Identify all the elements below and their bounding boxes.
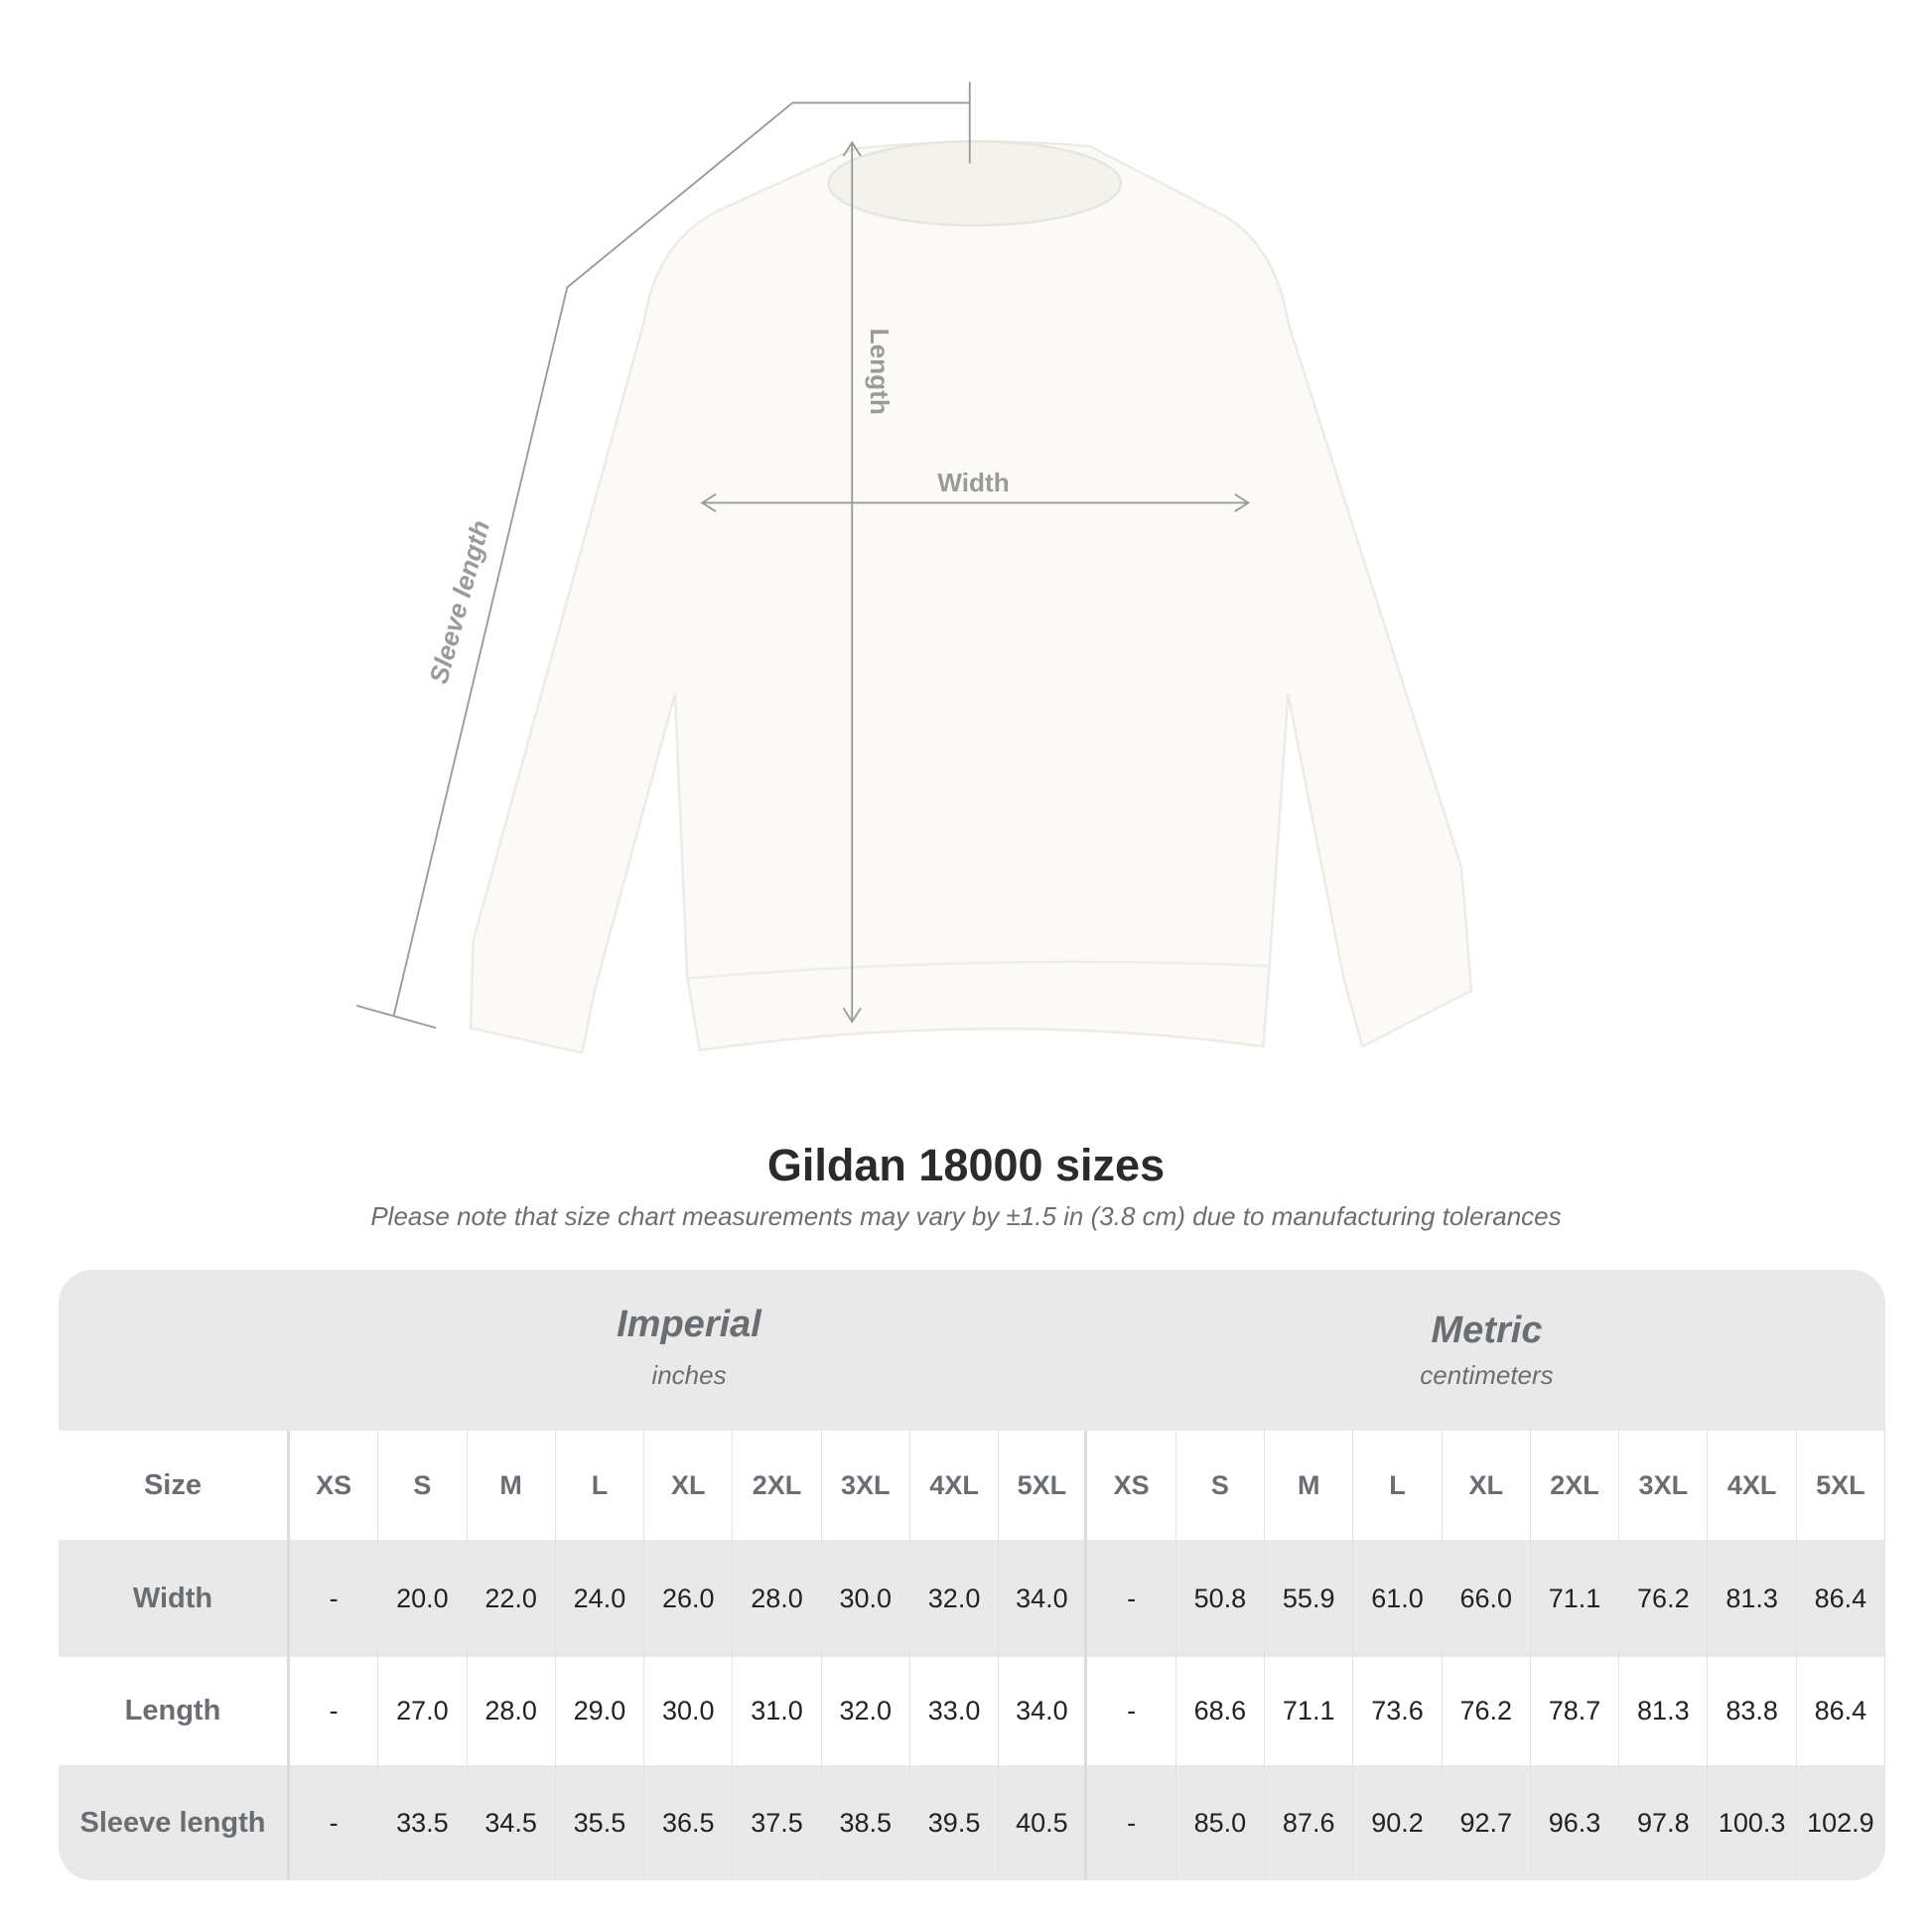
imperial-cell: 24.0: [556, 1540, 645, 1657]
metric-cell: -: [1087, 1540, 1176, 1657]
sweatshirt-illustration: [469, 140, 1473, 1054]
imperial-cell: 32.0: [910, 1540, 1000, 1657]
metric-cell: 100.3: [1708, 1765, 1797, 1880]
imperial-label: Imperial: [617, 1304, 761, 1345]
size-header-row: Size XS S M L XL 2XL 3XL 4XL 5XL XS S M L XL 2XL 3XL 4XL 5…: [59, 1431, 1885, 1540]
imperial-cell: 34.0: [999, 1657, 1088, 1765]
metric-size-header: 4XL: [1708, 1431, 1797, 1540]
metric-cell: 78.7: [1531, 1657, 1620, 1765]
metric-cell: 81.3: [1619, 1657, 1709, 1765]
imperial-size-header: 2XL: [733, 1431, 822, 1540]
imperial-cell: -: [290, 1657, 379, 1765]
length-arrow: [842, 140, 862, 1024]
table-row: Length -27.0 28.0 29.0 30.0 31.0 32.0 33.0 34.0-…: [59, 1657, 1885, 1765]
imperial-cell: 20.0: [378, 1540, 468, 1657]
metric-cell: 96.3: [1531, 1765, 1620, 1880]
metric-cell: 92.7: [1443, 1765, 1531, 1880]
page-title: Gildan 18000 sizes: [766, 1140, 1166, 1190]
imperial-cell: 27.0: [378, 1657, 468, 1765]
length-label: Length: [865, 329, 895, 415]
metric-cell: -: [1087, 1765, 1176, 1880]
metric-label: Metric: [1431, 1310, 1543, 1351]
metric-header: Metric centimeters: [1088, 1270, 1885, 1431]
width-label: Width: [937, 468, 1009, 497]
metric-unit: centimeters: [1420, 1360, 1554, 1390]
metric-cell: 87.6: [1265, 1765, 1354, 1880]
imperial-cell: -: [290, 1765, 379, 1880]
metric-cell: 86.4: [1797, 1657, 1885, 1765]
metric-size-header: XL: [1443, 1431, 1531, 1540]
metric-cell: 76.2: [1619, 1540, 1709, 1657]
imperial-cell: 35.5: [556, 1765, 645, 1880]
metric-size-header: S: [1176, 1431, 1266, 1540]
imperial-cell: 32.0: [822, 1657, 910, 1765]
metric-cell: -: [1087, 1657, 1176, 1765]
sleeve-length-arrow: [356, 81, 971, 1030]
imperial-size-header: XL: [644, 1431, 734, 1540]
metric-size-header: XS: [1087, 1431, 1176, 1540]
imperial-cell: 36.5: [644, 1765, 734, 1880]
metric-cell: 83.8: [1708, 1657, 1797, 1765]
imperial-cell: 37.5: [733, 1765, 822, 1880]
row-label: Width: [59, 1540, 290, 1657]
imperial-cell: 28.0: [468, 1657, 556, 1765]
imperial-cell: 26.0: [644, 1540, 734, 1657]
imperial-cell: 34.5: [468, 1765, 556, 1880]
metric-size-header: 5XL: [1797, 1431, 1885, 1540]
metric-cell: 50.8: [1176, 1540, 1266, 1657]
collar: [827, 139, 1123, 227]
table-row: Width -20.0 22.0 24.0 26.0 28.0 30.0 32.0 34.0-5…: [59, 1540, 1885, 1657]
imperial-size-header: S: [378, 1431, 468, 1540]
imperial-cell: 29.0: [556, 1657, 645, 1765]
imperial-size-header: L: [556, 1431, 645, 1540]
imperial-size-header: 4XL: [910, 1431, 1000, 1540]
imperial-size-header: 3XL: [822, 1431, 910, 1540]
imperial-cell: 28.0: [733, 1540, 822, 1657]
imperial-cell: 40.5: [999, 1765, 1088, 1880]
imperial-cell: 22.0: [468, 1540, 556, 1657]
width-arrow: [700, 492, 1251, 512]
metric-cell: 61.0: [1353, 1540, 1443, 1657]
imperial-cell: 39.5: [910, 1765, 1000, 1880]
sleeve-length-label: Sleeve length: [424, 517, 496, 687]
row-label: Sleeve length: [59, 1765, 290, 1880]
table-row: Sleeve length -33.5 34.5 35.5 36.5 37.5 38.5 39…: [59, 1765, 1885, 1880]
row-label: Length: [59, 1657, 290, 1765]
imperial-size-header: XS: [290, 1431, 379, 1540]
row-label: Size: [59, 1431, 290, 1540]
tolerance-note: Please note that size chart measurements…: [370, 1201, 1562, 1231]
metric-cell: 86.4: [1797, 1540, 1885, 1657]
metric-cell: 76.2: [1443, 1657, 1531, 1765]
metric-size-header: 2XL: [1531, 1431, 1620, 1540]
imperial-cell: 38.5: [822, 1765, 910, 1880]
metric-size-header: M: [1265, 1431, 1354, 1540]
metric-cell: 55.9: [1265, 1540, 1354, 1657]
metric-cell: 68.6: [1176, 1657, 1266, 1765]
metric-cell: 81.3: [1708, 1540, 1797, 1657]
metric-cell: 102.9: [1797, 1765, 1885, 1880]
metric-cell: 97.8: [1619, 1765, 1709, 1880]
metric-cell: 71.1: [1531, 1540, 1620, 1657]
imperial-unit: inches: [651, 1360, 727, 1390]
imperial-cell: 33.0: [910, 1657, 1000, 1765]
imperial-cell: -: [290, 1540, 379, 1657]
metric-cell: 85.0: [1176, 1765, 1266, 1880]
imperial-cell: 34.0: [999, 1540, 1088, 1657]
metric-cell: 71.1: [1265, 1657, 1354, 1765]
metric-cell: 73.6: [1353, 1657, 1443, 1765]
imperial-size-header: 5XL: [999, 1431, 1088, 1540]
imperial-cell: 31.0: [733, 1657, 822, 1765]
metric-size-header: 3XL: [1619, 1431, 1709, 1540]
imperial-cell: 30.0: [822, 1540, 910, 1657]
size-table: Imperial inches Metric centimeters Size X…: [59, 1270, 1885, 1880]
metric-cell: 90.2: [1353, 1765, 1443, 1880]
metric-size-header: L: [1353, 1431, 1443, 1540]
imperial-size-header: M: [468, 1431, 556, 1540]
metric-cell: 66.0: [1443, 1540, 1531, 1657]
imperial-header: Imperial inches: [290, 1270, 1088, 1431]
imperial-cell: 30.0: [644, 1657, 734, 1765]
imperial-cell: 33.5: [378, 1765, 468, 1880]
